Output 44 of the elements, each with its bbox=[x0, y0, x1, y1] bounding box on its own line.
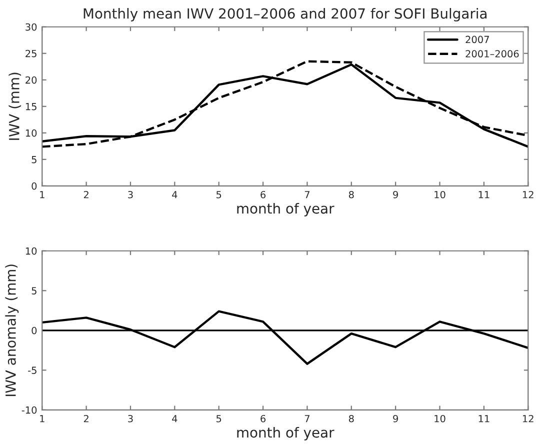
x-tick-label: 7 bbox=[304, 191, 310, 198]
x-tick-label: 11 bbox=[478, 191, 490, 198]
y-tick-label: 0 bbox=[32, 326, 37, 334]
legend-label: 2007 bbox=[466, 36, 489, 44]
x-tick-label: 7 bbox=[304, 415, 310, 422]
y-axis-title: IWV (mm) bbox=[8, 72, 22, 140]
x-tick-label: 9 bbox=[393, 414, 398, 422]
chart-title: Monthly mean IWV 2001–2006 and 2007 for SOFI Bulgaria bbox=[84, 8, 486, 22]
y-tick-label: 15 bbox=[26, 103, 36, 110]
y-tick-label: 25 bbox=[26, 50, 36, 58]
x-tick-label: 10 bbox=[434, 414, 446, 422]
x-tick-label: 3 bbox=[128, 190, 133, 198]
y-axis-title: IWV anomaly (mm) bbox=[5, 264, 19, 396]
x-axis-title: month of year bbox=[237, 426, 334, 440]
x-tick-label: 2 bbox=[84, 190, 88, 198]
y-tick-label: 30 bbox=[26, 23, 37, 31]
x-tick-label: 6 bbox=[260, 190, 266, 198]
x-tick-label: 3 bbox=[128, 414, 133, 422]
x-tick-label: 12 bbox=[523, 190, 534, 198]
x-axis-title: month of year bbox=[237, 202, 334, 216]
x-tick-label: 12 bbox=[523, 414, 534, 422]
y-tick-label: 5 bbox=[32, 156, 36, 164]
x-tick-label: 11 bbox=[478, 415, 490, 422]
x-tick-label: 8 bbox=[348, 190, 354, 198]
x-tick-label: 1 bbox=[40, 415, 44, 422]
y-tick-label: 10 bbox=[26, 129, 37, 137]
x-tick-label: 4 bbox=[172, 415, 178, 422]
x-tick-label: 1 bbox=[40, 191, 44, 198]
y-tick-label: -10 bbox=[22, 406, 37, 414]
x-tick-label: 6 bbox=[260, 414, 266, 422]
x-tick-label: 10 bbox=[434, 190, 446, 198]
legend-label: 2001–2006 bbox=[466, 50, 519, 58]
x-tick-label: 2 bbox=[84, 414, 88, 422]
x-tick-label: 5 bbox=[216, 415, 222, 422]
y-tick-label: 0 bbox=[32, 182, 37, 190]
y-tick-label: -5 bbox=[28, 366, 36, 374]
line-series bbox=[42, 310, 528, 365]
x-tick-label: 9 bbox=[393, 190, 398, 198]
x-tick-label: 8 bbox=[348, 414, 354, 422]
x-tick-label: 4 bbox=[172, 191, 178, 198]
x-tick-label: 5 bbox=[216, 191, 222, 198]
y-tick-label: 5 bbox=[32, 287, 36, 294]
y-tick-label: 10 bbox=[26, 247, 37, 255]
y-tick-label: 20 bbox=[26, 76, 37, 84]
